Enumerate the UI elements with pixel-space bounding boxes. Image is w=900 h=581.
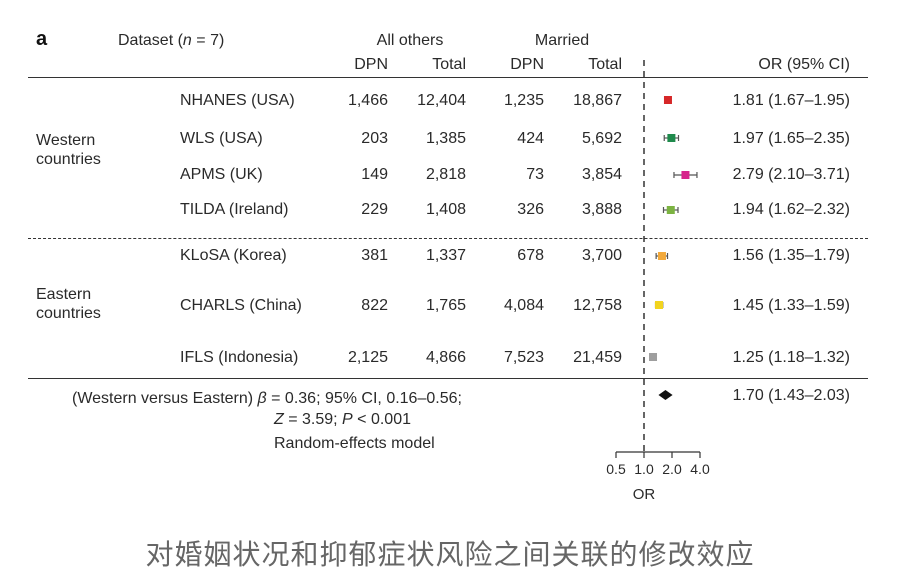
or-ci-value: 2.79 (2.10–3.71)	[732, 166, 850, 183]
dataset-header: Dataset (n = 7)	[118, 32, 224, 50]
dataset-label: CHARLS (China)	[180, 297, 302, 314]
ao-dpn-value: 203	[361, 130, 388, 147]
panel-label: a	[36, 28, 48, 50]
forest-point	[654, 301, 664, 309]
ao-total-value: 4,866	[425, 349, 466, 366]
x-axis-ticks: 0.5 1.0 2.0 4.0	[606, 452, 710, 477]
ao-dpn-value: 2,125	[347, 349, 388, 366]
or-ci-value: 1.94 (1.62–2.32)	[732, 201, 850, 218]
forest-point	[663, 134, 680, 142]
ao-total-value: 2,818	[425, 166, 466, 183]
ao-dpn-value: 149	[361, 166, 388, 183]
caption: 对婚姻状况和抑郁症状风险之间关联的修改效应	[145, 538, 755, 571]
pooled-or-ci-value: 1.70 (1.43–2.03)	[732, 387, 850, 404]
dataset-suffix: = 7)	[191, 32, 225, 49]
or-square	[663, 96, 672, 104]
summary-line2: Z = 3.59; P < 0.001	[274, 411, 411, 429]
group-western-line1: Western	[36, 132, 96, 149]
p-symbol: P	[342, 411, 353, 428]
m-dpn-value: 1,235	[503, 92, 544, 109]
z-symbol: Z	[274, 411, 284, 428]
summary-line1: (Western versus Eastern) β = 0.36; 95% C…	[72, 390, 462, 408]
summary-beta-text: = 0.36; 95% CI, 0.16–0.56;	[266, 390, 462, 407]
forest-point	[649, 353, 658, 361]
m-dpn-value: 326	[517, 201, 544, 218]
dataset-label: IFLS (Indonesia)	[180, 349, 299, 366]
or-square	[655, 301, 664, 309]
or-ci-value: 1.81 (1.67–1.95)	[732, 92, 850, 109]
m-total-value: 12,758	[573, 297, 622, 314]
x-tick-label: 2.0	[662, 461, 682, 477]
m-dpn-value: 424	[517, 130, 544, 147]
ao-total-value: 1,765	[425, 297, 466, 314]
forest-point	[673, 171, 698, 179]
or-ci-value: 1.45 (1.33–1.59)	[732, 297, 850, 314]
all-others-header: All others	[376, 32, 444, 49]
dataset-prefix: Dataset (	[118, 32, 183, 49]
col-m-dpn: DPN	[510, 56, 544, 73]
m-dpn-value: 678	[517, 247, 544, 264]
dataset-label: APMS (UK)	[180, 166, 263, 183]
summary-p-text: < 0.001	[352, 411, 411, 428]
group-eastern-line1: Eastern	[36, 286, 92, 303]
group-eastern-line2: countries	[36, 305, 101, 322]
n-symbol: n	[182, 32, 192, 49]
m-total-value: 5,692	[581, 130, 622, 147]
summary-z-text: = 3.59;	[283, 411, 343, 428]
x-tick-label: 4.0	[690, 461, 710, 477]
m-dpn-value: 7,523	[503, 349, 544, 366]
col-ao-total: Total	[432, 56, 466, 73]
m-total-value: 3,854	[581, 166, 622, 183]
m-dpn-value: 4,084	[503, 297, 544, 314]
model-label: Random-effects model	[274, 435, 435, 452]
x-axis-label: OR	[633, 486, 656, 503]
or-square	[667, 134, 676, 142]
bottom-rule	[28, 378, 868, 379]
dataset-label: TILDA (Ireland)	[180, 201, 289, 218]
ao-total-value: 12,404	[417, 92, 466, 109]
group-separator	[28, 238, 868, 239]
ao-dpn-value: 229	[361, 201, 388, 218]
m-dpn-value: 73	[526, 166, 544, 183]
dataset-label: WLS (USA)	[180, 130, 263, 147]
ao-total-value: 1,408	[425, 201, 466, 218]
col-ao-dpn: DPN	[354, 56, 388, 73]
or-square	[657, 252, 666, 260]
summary-prefix: (Western versus Eastern)	[72, 390, 258, 407]
dataset-label: KLoSA (Korea)	[180, 247, 287, 264]
forest-point	[662, 206, 679, 214]
forest-point	[655, 252, 669, 260]
m-total-value: 3,700	[581, 247, 622, 264]
or-square	[649, 353, 658, 361]
dataset-label: NHANES (USA)	[180, 92, 295, 109]
ao-total-value: 1,337	[425, 247, 466, 264]
or-square	[666, 206, 675, 214]
forest-point	[663, 96, 672, 104]
ao-dpn-value: 822	[361, 297, 388, 314]
forest-marks	[649, 96, 698, 400]
m-total-value: 18,867	[573, 92, 622, 109]
header-rule	[28, 77, 868, 78]
or-ci-value: 1.56 (1.35–1.79)	[732, 247, 850, 264]
or-ci-header: OR (95% CI)	[758, 56, 850, 73]
ao-dpn-value: 381	[361, 247, 388, 264]
col-m-total: Total	[588, 56, 622, 73]
m-total-value: 3,888	[581, 201, 622, 218]
beta-symbol: β	[257, 390, 267, 407]
or-square	[681, 171, 690, 179]
x-tick-label: 1.0	[634, 461, 654, 477]
m-total-value: 21,459	[573, 349, 622, 366]
or-ci-value: 1.25 (1.18–1.32)	[732, 349, 850, 366]
x-tick-label: 0.5	[606, 461, 626, 477]
married-header: Married	[534, 32, 590, 49]
pooled-diamond	[658, 390, 673, 400]
or-ci-value: 1.97 (1.65–2.35)	[732, 130, 850, 147]
group-western-line2: countries	[36, 151, 101, 168]
ao-total-value: 1,385	[425, 130, 466, 147]
ao-dpn-value: 1,466	[347, 92, 388, 109]
